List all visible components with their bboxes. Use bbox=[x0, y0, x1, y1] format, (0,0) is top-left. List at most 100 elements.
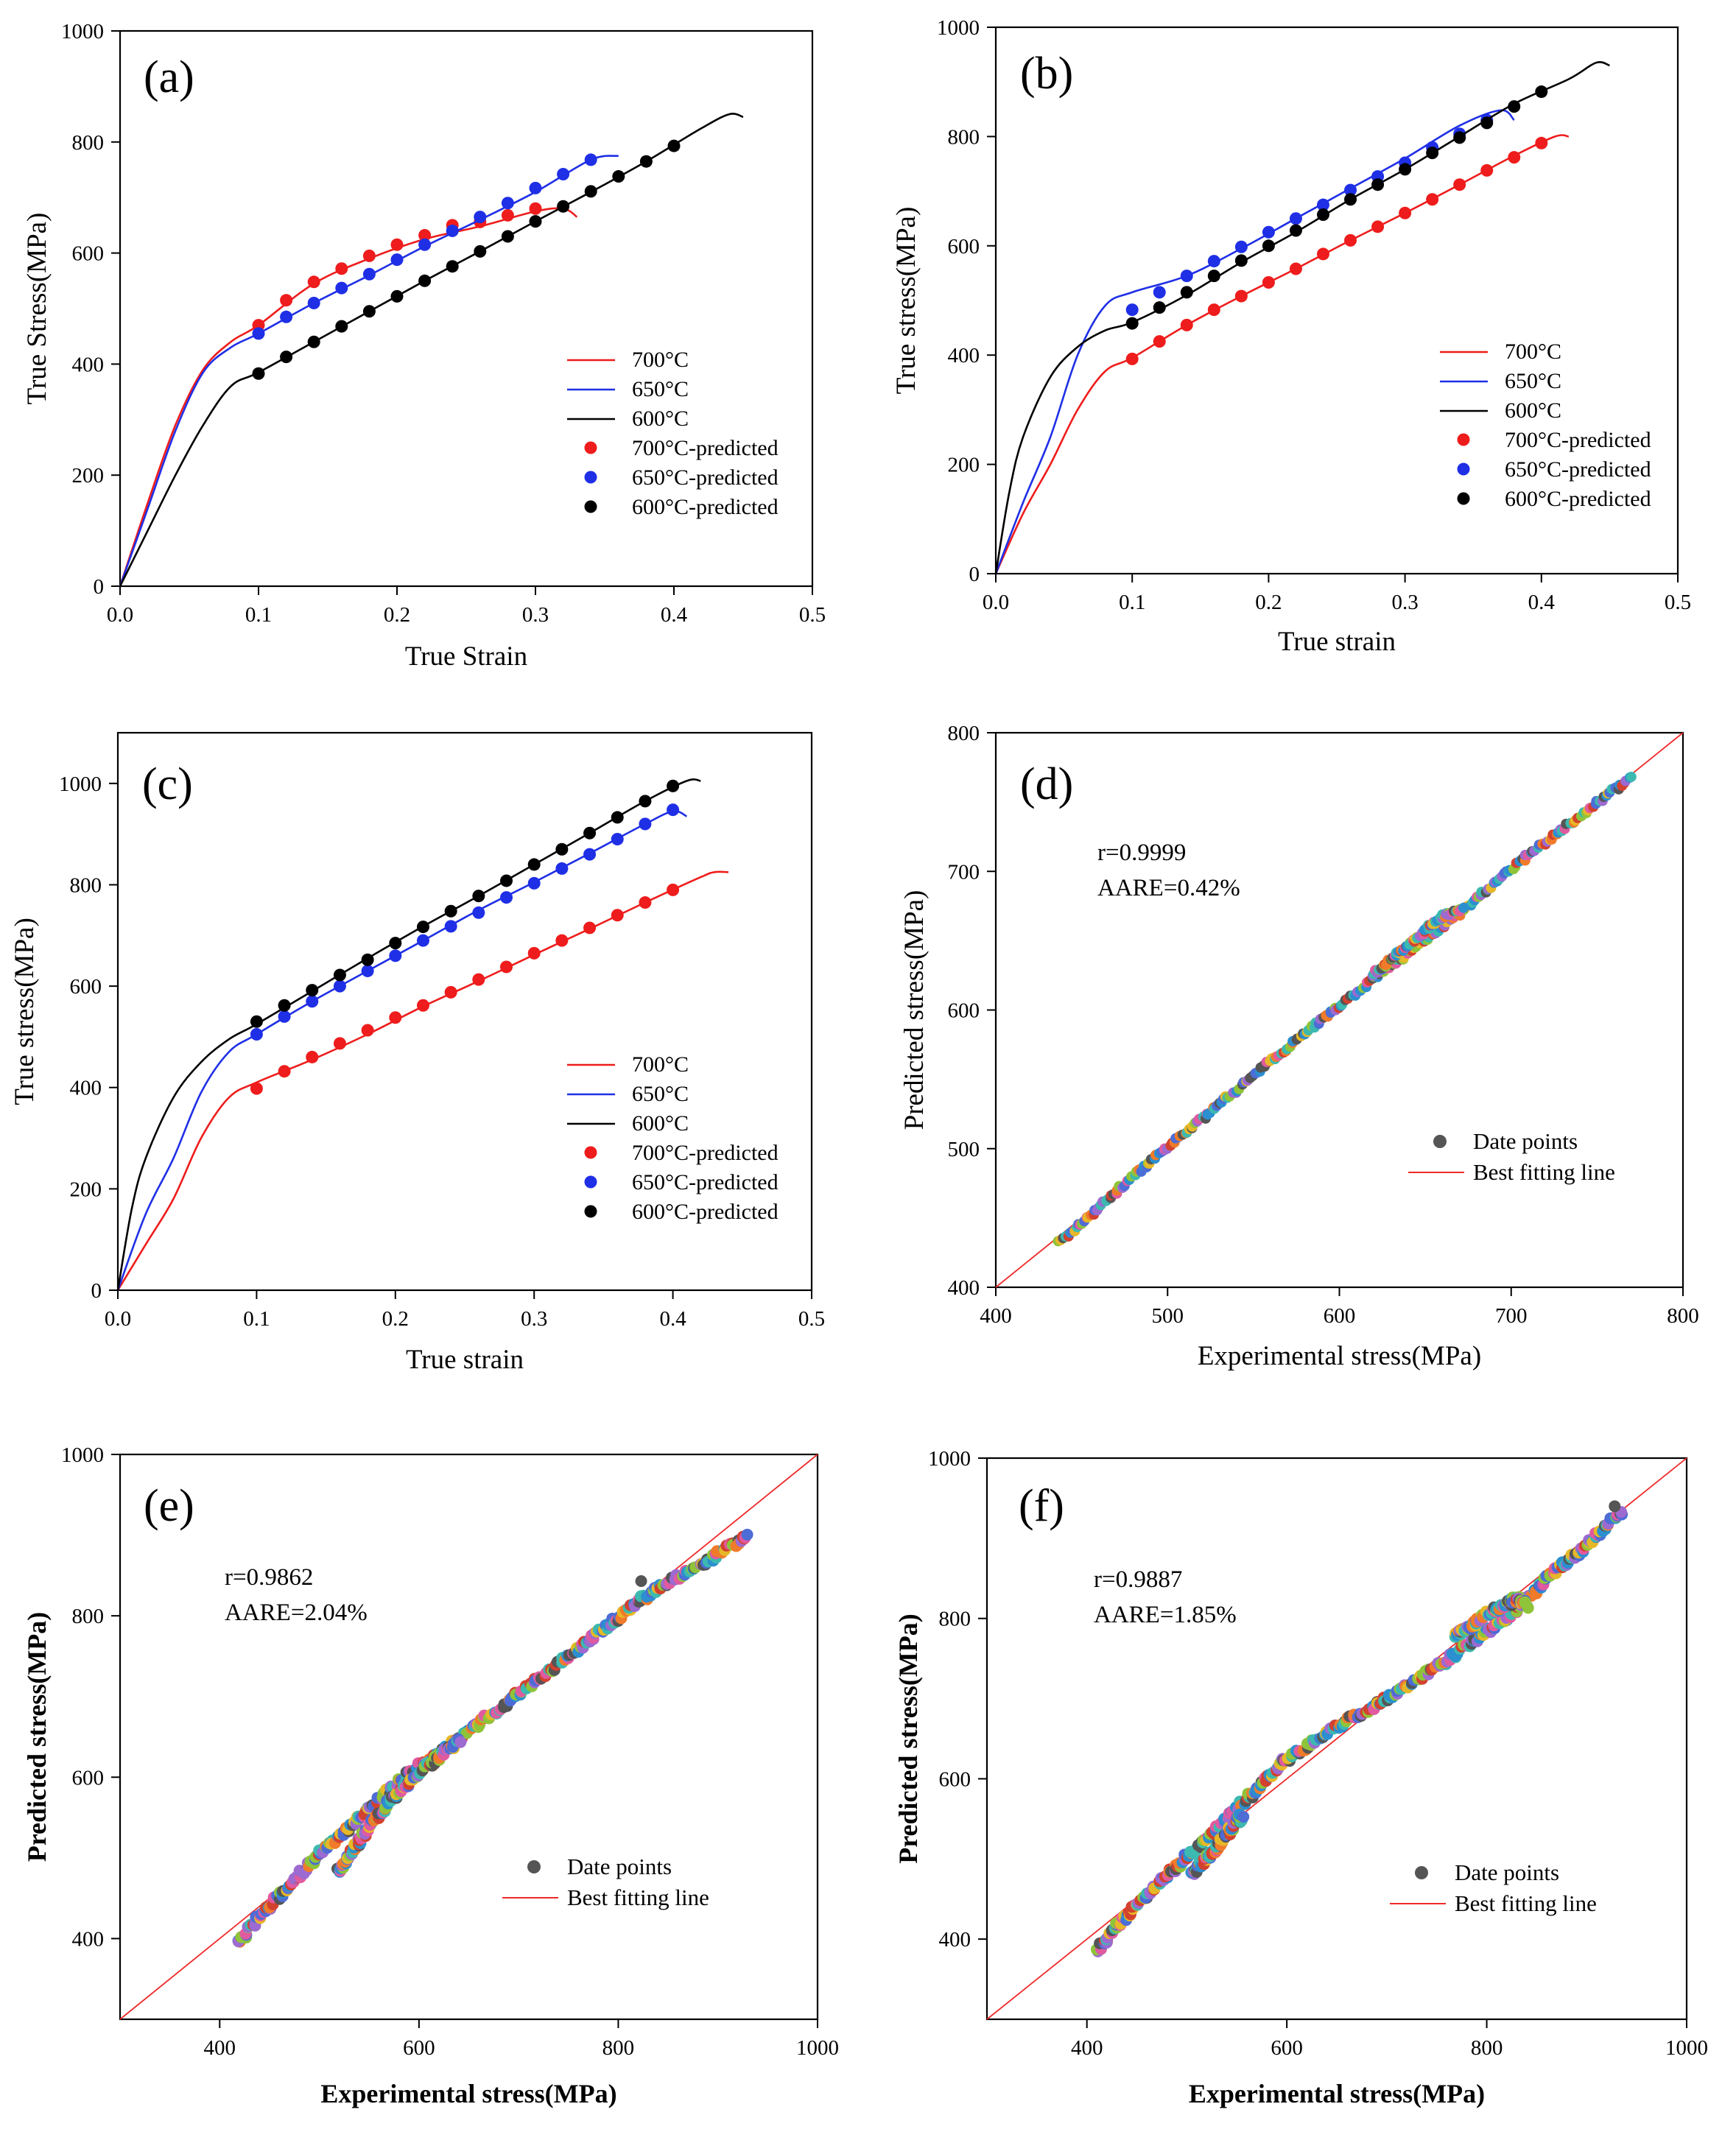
series-line-650°C bbox=[119, 155, 619, 587]
x-tick-label: 600 bbox=[403, 2036, 435, 2060]
y-tick-label: 400 bbox=[948, 344, 980, 367]
predicted-point bbox=[583, 826, 597, 840]
y-axis-label: True stress(MPa) bbox=[891, 207, 921, 395]
predicted-point bbox=[389, 1011, 402, 1024]
predicted-point bbox=[557, 168, 570, 181]
y-tick-label: 1000 bbox=[59, 773, 102, 796]
legend-marker-swatch bbox=[584, 1175, 597, 1189]
y-tick-label: 200 bbox=[948, 454, 980, 477]
legend-label: Best fitting line bbox=[1473, 1159, 1615, 1185]
predicted-point bbox=[1480, 116, 1494, 130]
y-tick-label: 400 bbox=[72, 353, 105, 376]
predicted-point bbox=[444, 985, 457, 999]
chart-d: 400 500 600 700 800 400 500 600 700 800 Experiment… bbox=[899, 722, 1699, 1371]
legend: Date points Best fitting line bbox=[1408, 1128, 1615, 1185]
x-axis-label: Experimental stress(MPa) bbox=[1189, 2079, 1485, 2108]
predicted-point bbox=[583, 921, 597, 935]
predicted-point bbox=[250, 1015, 263, 1028]
predicted-point bbox=[333, 968, 346, 982]
y-tick-label: 0 bbox=[969, 563, 980, 586]
predicted-point bbox=[584, 153, 597, 166]
legend-label: Date points bbox=[567, 1854, 672, 1879]
predicted-point bbox=[1125, 352, 1139, 365]
legend-label: 600°C bbox=[632, 1111, 689, 1136]
predicted-point bbox=[529, 202, 542, 215]
data-points bbox=[1091, 1500, 1628, 1957]
legend-label: 650°C bbox=[1505, 369, 1561, 393]
predicted-point bbox=[390, 253, 404, 267]
legend-label: 650°C-predicted bbox=[632, 1170, 779, 1194]
predicted-point bbox=[1207, 255, 1220, 268]
legend-label: 600°C-predicted bbox=[632, 1200, 779, 1224]
predicted-point bbox=[306, 1050, 319, 1063]
y-tick-label: 600 bbox=[939, 1767, 971, 1791]
predicted-point bbox=[555, 842, 569, 856]
predicted-point bbox=[1316, 198, 1329, 211]
predicted-point bbox=[527, 946, 541, 960]
predicted-point bbox=[527, 876, 541, 890]
predicted-point bbox=[529, 215, 542, 228]
predicted-point bbox=[1262, 276, 1275, 289]
predicted-point bbox=[416, 921, 429, 934]
predicted-point bbox=[1399, 206, 1412, 219]
legend: 700°C 650°C 600°C 700°C-predicted 650°C-pred… bbox=[567, 1052, 779, 1224]
legend-label: 650°C-predicted bbox=[632, 465, 779, 490]
predicted-point bbox=[1508, 100, 1521, 113]
predicted-point bbox=[1426, 193, 1439, 206]
aare-value: AARE=1.85% bbox=[1094, 1602, 1237, 1628]
chart-b: 0.0 0.1 0.2 0.3 0.4 0.5 0 200 400 600 800 1000 True … bbox=[891, 16, 1691, 657]
predicted-point bbox=[1153, 335, 1166, 348]
series-line-700°C bbox=[119, 207, 578, 587]
data-point bbox=[1458, 902, 1469, 913]
predicted-point bbox=[362, 249, 376, 262]
predicted-point bbox=[1234, 240, 1248, 253]
r-value: r=0.9999 bbox=[1097, 840, 1186, 866]
y-tick-label: 500 bbox=[948, 1138, 980, 1161]
y-tick-label: 800 bbox=[72, 1605, 105, 1628]
y-tick-label: 600 bbox=[948, 235, 980, 258]
legend-label: Date points bbox=[1455, 1859, 1559, 1885]
predicted-point bbox=[583, 848, 597, 861]
legend-marker-swatch bbox=[584, 471, 597, 484]
x-tick-label: 400 bbox=[980, 1304, 1012, 1328]
legend-label: 700°C-predicted bbox=[632, 1141, 779, 1165]
x-axis-label: Experimental stress(MPa) bbox=[320, 2079, 616, 2108]
r-value: r=0.9887 bbox=[1094, 1566, 1182, 1593]
y-tick-label: 700 bbox=[948, 860, 980, 884]
predicted-point bbox=[501, 230, 514, 243]
predicted-point bbox=[361, 1024, 374, 1037]
predicted-point bbox=[278, 999, 291, 1012]
predicted-point bbox=[474, 244, 487, 258]
predicted-point bbox=[1453, 178, 1466, 191]
x-tick-label: 0.2 bbox=[1255, 591, 1282, 614]
predicted-point bbox=[529, 181, 542, 194]
panel-label: (c) bbox=[142, 759, 193, 809]
predicted-point bbox=[280, 294, 293, 307]
predicted-point bbox=[639, 155, 653, 168]
legend-label: 700°C-predicted bbox=[632, 436, 779, 460]
legend-point-swatch bbox=[1433, 1135, 1447, 1148]
legend-marker-swatch bbox=[584, 1146, 597, 1159]
y-tick-label: 600 bbox=[72, 242, 105, 266]
y-tick-label: 400 bbox=[948, 1276, 980, 1300]
y-tick-label: 200 bbox=[72, 464, 105, 488]
predicted-point bbox=[416, 999, 429, 1012]
y-tick-label: 0 bbox=[91, 1279, 102, 1303]
plot-frame bbox=[116, 731, 813, 1292]
y-tick-label: 200 bbox=[70, 1178, 102, 1201]
x-tick-label: 0.0 bbox=[105, 1307, 131, 1331]
predicted-point bbox=[1180, 270, 1193, 283]
y-tick-label: 800 bbox=[948, 125, 980, 149]
predicted-point bbox=[306, 995, 319, 1008]
legend-label: 600°C bbox=[1505, 398, 1561, 423]
x-tick-label: 600 bbox=[1271, 2036, 1303, 2060]
x-tick-label: 0.4 bbox=[659, 1307, 686, 1331]
predicted-point bbox=[1399, 163, 1412, 176]
x-tick-label: 800 bbox=[1471, 2036, 1503, 2060]
legend-label: 600°C-predicted bbox=[632, 495, 779, 519]
predicted-point bbox=[1453, 131, 1466, 144]
y-tick-label: 800 bbox=[948, 722, 980, 745]
predicted-point bbox=[252, 367, 265, 380]
predicted-point bbox=[472, 890, 485, 903]
